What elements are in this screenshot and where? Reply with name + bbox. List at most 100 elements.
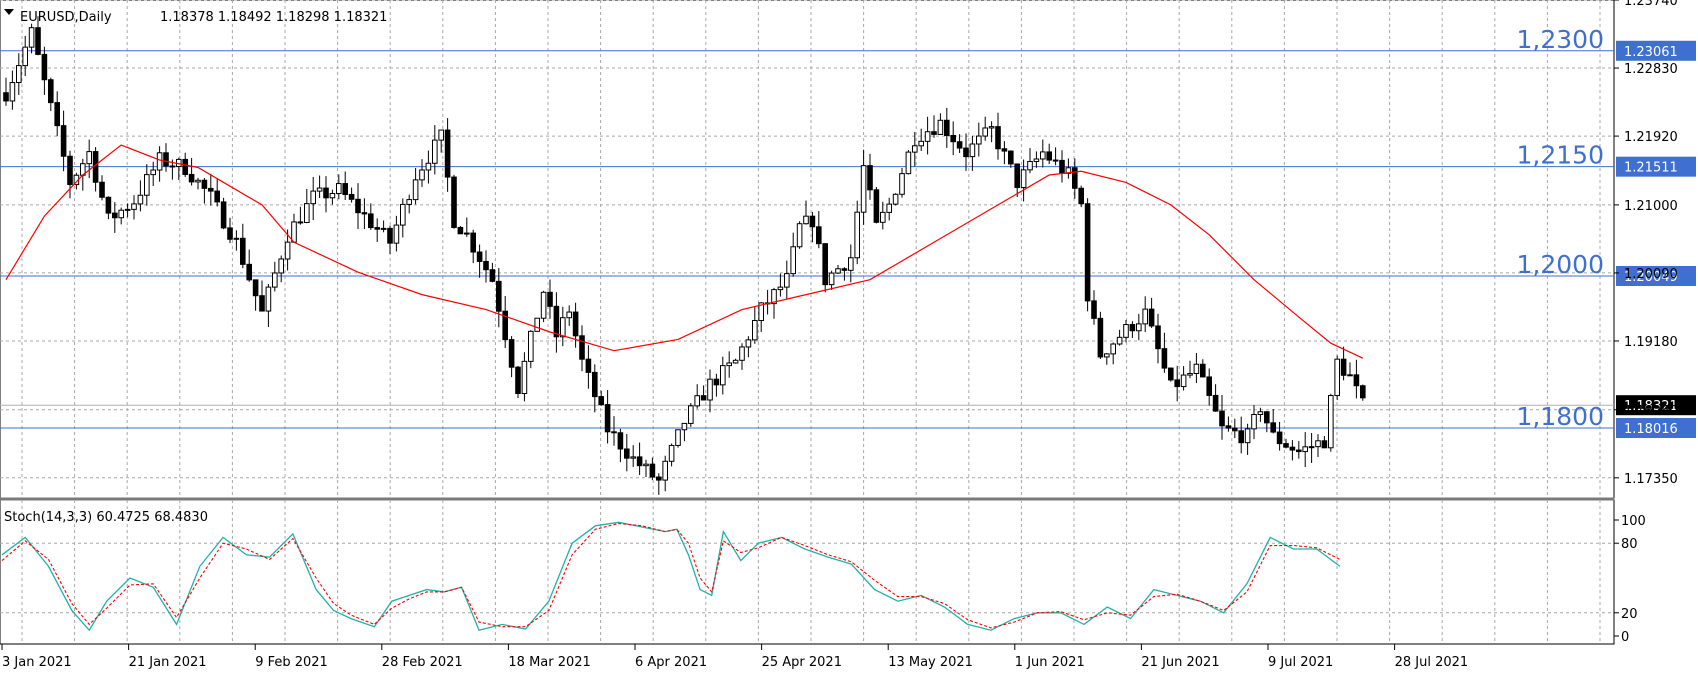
x-tick-label: 1 Jun 2021 [1015, 655, 1085, 670]
candle-body [1340, 358, 1347, 376]
candle-body [163, 152, 169, 167]
y-tick-label: 1.20090 [1624, 267, 1678, 282]
candle-body [905, 151, 912, 175]
level-big-label: 1,2000 [1517, 250, 1604, 279]
y-tick-label: 1.22830 [1624, 62, 1678, 77]
candle-body [1142, 308, 1149, 325]
candle-body [924, 131, 931, 142]
y-tick-label: 1.19180 [1624, 335, 1678, 350]
candle-body [182, 158, 188, 175]
candle-body [1244, 428, 1251, 444]
candle-body [771, 289, 777, 305]
candle-body [547, 291, 553, 307]
candle-body [41, 53, 48, 81]
candle-body [336, 183, 342, 194]
candle-body [995, 126, 1001, 150]
candle-body [969, 143, 976, 158]
candle-body [752, 320, 758, 341]
candle-body [156, 152, 163, 171]
indicator-label: Stoch(14,3,3) 60.4725 68.4830 [4, 510, 208, 525]
candle-body [131, 203, 137, 210]
candle-body [1296, 449, 1302, 453]
candle-body [1257, 411, 1264, 416]
candle-body [1302, 446, 1309, 453]
candle-body [956, 141, 963, 149]
candle-body [265, 286, 272, 312]
candle-body [291, 221, 297, 243]
candle-body [1289, 446, 1296, 451]
symbol-label: EURUSD,Daily [20, 10, 112, 25]
candle-body [1193, 363, 1200, 374]
candle-body [1027, 160, 1033, 171]
candle-body [592, 371, 598, 398]
level-tag-text: 1.23061 [1624, 45, 1678, 60]
time-axis: 3 Jan 2021 21 Jan 2021 9 Feb 2021 28 Feb 20… [1, 644, 1469, 670]
candle-body [348, 193, 355, 200]
candle-body [60, 125, 67, 157]
stoch-y-tick-label: 100 [1621, 514, 1646, 529]
x-tick-label: 6 Apr 2021 [635, 655, 707, 670]
candle-body [387, 227, 393, 244]
candle-body [451, 176, 457, 228]
y-tick-label: 1.18260 [1624, 404, 1678, 419]
candle-body [790, 246, 797, 275]
candle-body [278, 258, 284, 274]
candle-body [1008, 150, 1014, 165]
candle-body [169, 165, 176, 168]
candle-body [540, 291, 547, 319]
candle-body [432, 139, 438, 164]
stoch-panel[interactable] [0, 499, 1615, 645]
candle-body [1174, 379, 1181, 388]
ohlc-label: 1.18378 1.18492 1.18298 1.18321 [160, 10, 387, 25]
candle-body [368, 213, 374, 229]
x-tick-label: 28 Jul 2021 [1395, 655, 1469, 670]
price-axis: 1.23740 1.22830 1.21920 1.21000 1.20090 1.191… [1614, 0, 1678, 487]
candle-body [886, 203, 893, 213]
candle-body [553, 305, 560, 338]
candle-body [124, 208, 131, 211]
candle-body [707, 378, 713, 401]
candle-body [22, 46, 28, 67]
candle-body [560, 317, 566, 338]
x-tick-label: 9 Jul 2021 [1268, 655, 1333, 670]
candle-body [675, 429, 681, 446]
candle-body [976, 135, 982, 145]
candle-body [502, 310, 508, 341]
candle-body [944, 119, 950, 136]
candle-body [1328, 395, 1334, 449]
candle-body [1033, 158, 1040, 162]
stoch-y-tick-label: 80 [1621, 537, 1638, 552]
price-panel[interactable] [0, 0, 1615, 499]
x-tick-label: 28 Feb 2021 [382, 655, 463, 670]
candle-body [425, 162, 432, 171]
candle-body [1091, 300, 1097, 319]
candle-body [816, 226, 822, 245]
collapse-triangle-icon[interactable] [4, 9, 14, 15]
candle-body [624, 448, 630, 459]
candle-body [1059, 159, 1065, 174]
candle-body [745, 339, 752, 348]
candle-body [1052, 159, 1059, 162]
candle-body [630, 456, 637, 459]
candles [3, 16, 1366, 495]
candle-body [476, 251, 483, 262]
candle-body [649, 463, 656, 478]
candle-body [1200, 363, 1206, 378]
candle-body [1308, 446, 1315, 449]
candle-body [854, 211, 861, 259]
candle-body [304, 203, 310, 224]
x-tick-label: 21 Jan 2021 [129, 655, 207, 670]
candle-body [950, 134, 957, 143]
current-price-tag [1616, 395, 1696, 416]
level-tag [1616, 418, 1696, 439]
candle-body [35, 27, 41, 55]
candle-body [579, 335, 585, 360]
candle-body [636, 456, 643, 467]
candle-body [1206, 376, 1213, 396]
candle-body [1232, 427, 1238, 432]
candle-body [918, 140, 925, 147]
level-tag [1616, 40, 1696, 61]
candle-body [284, 241, 291, 260]
candle-body [681, 422, 688, 431]
